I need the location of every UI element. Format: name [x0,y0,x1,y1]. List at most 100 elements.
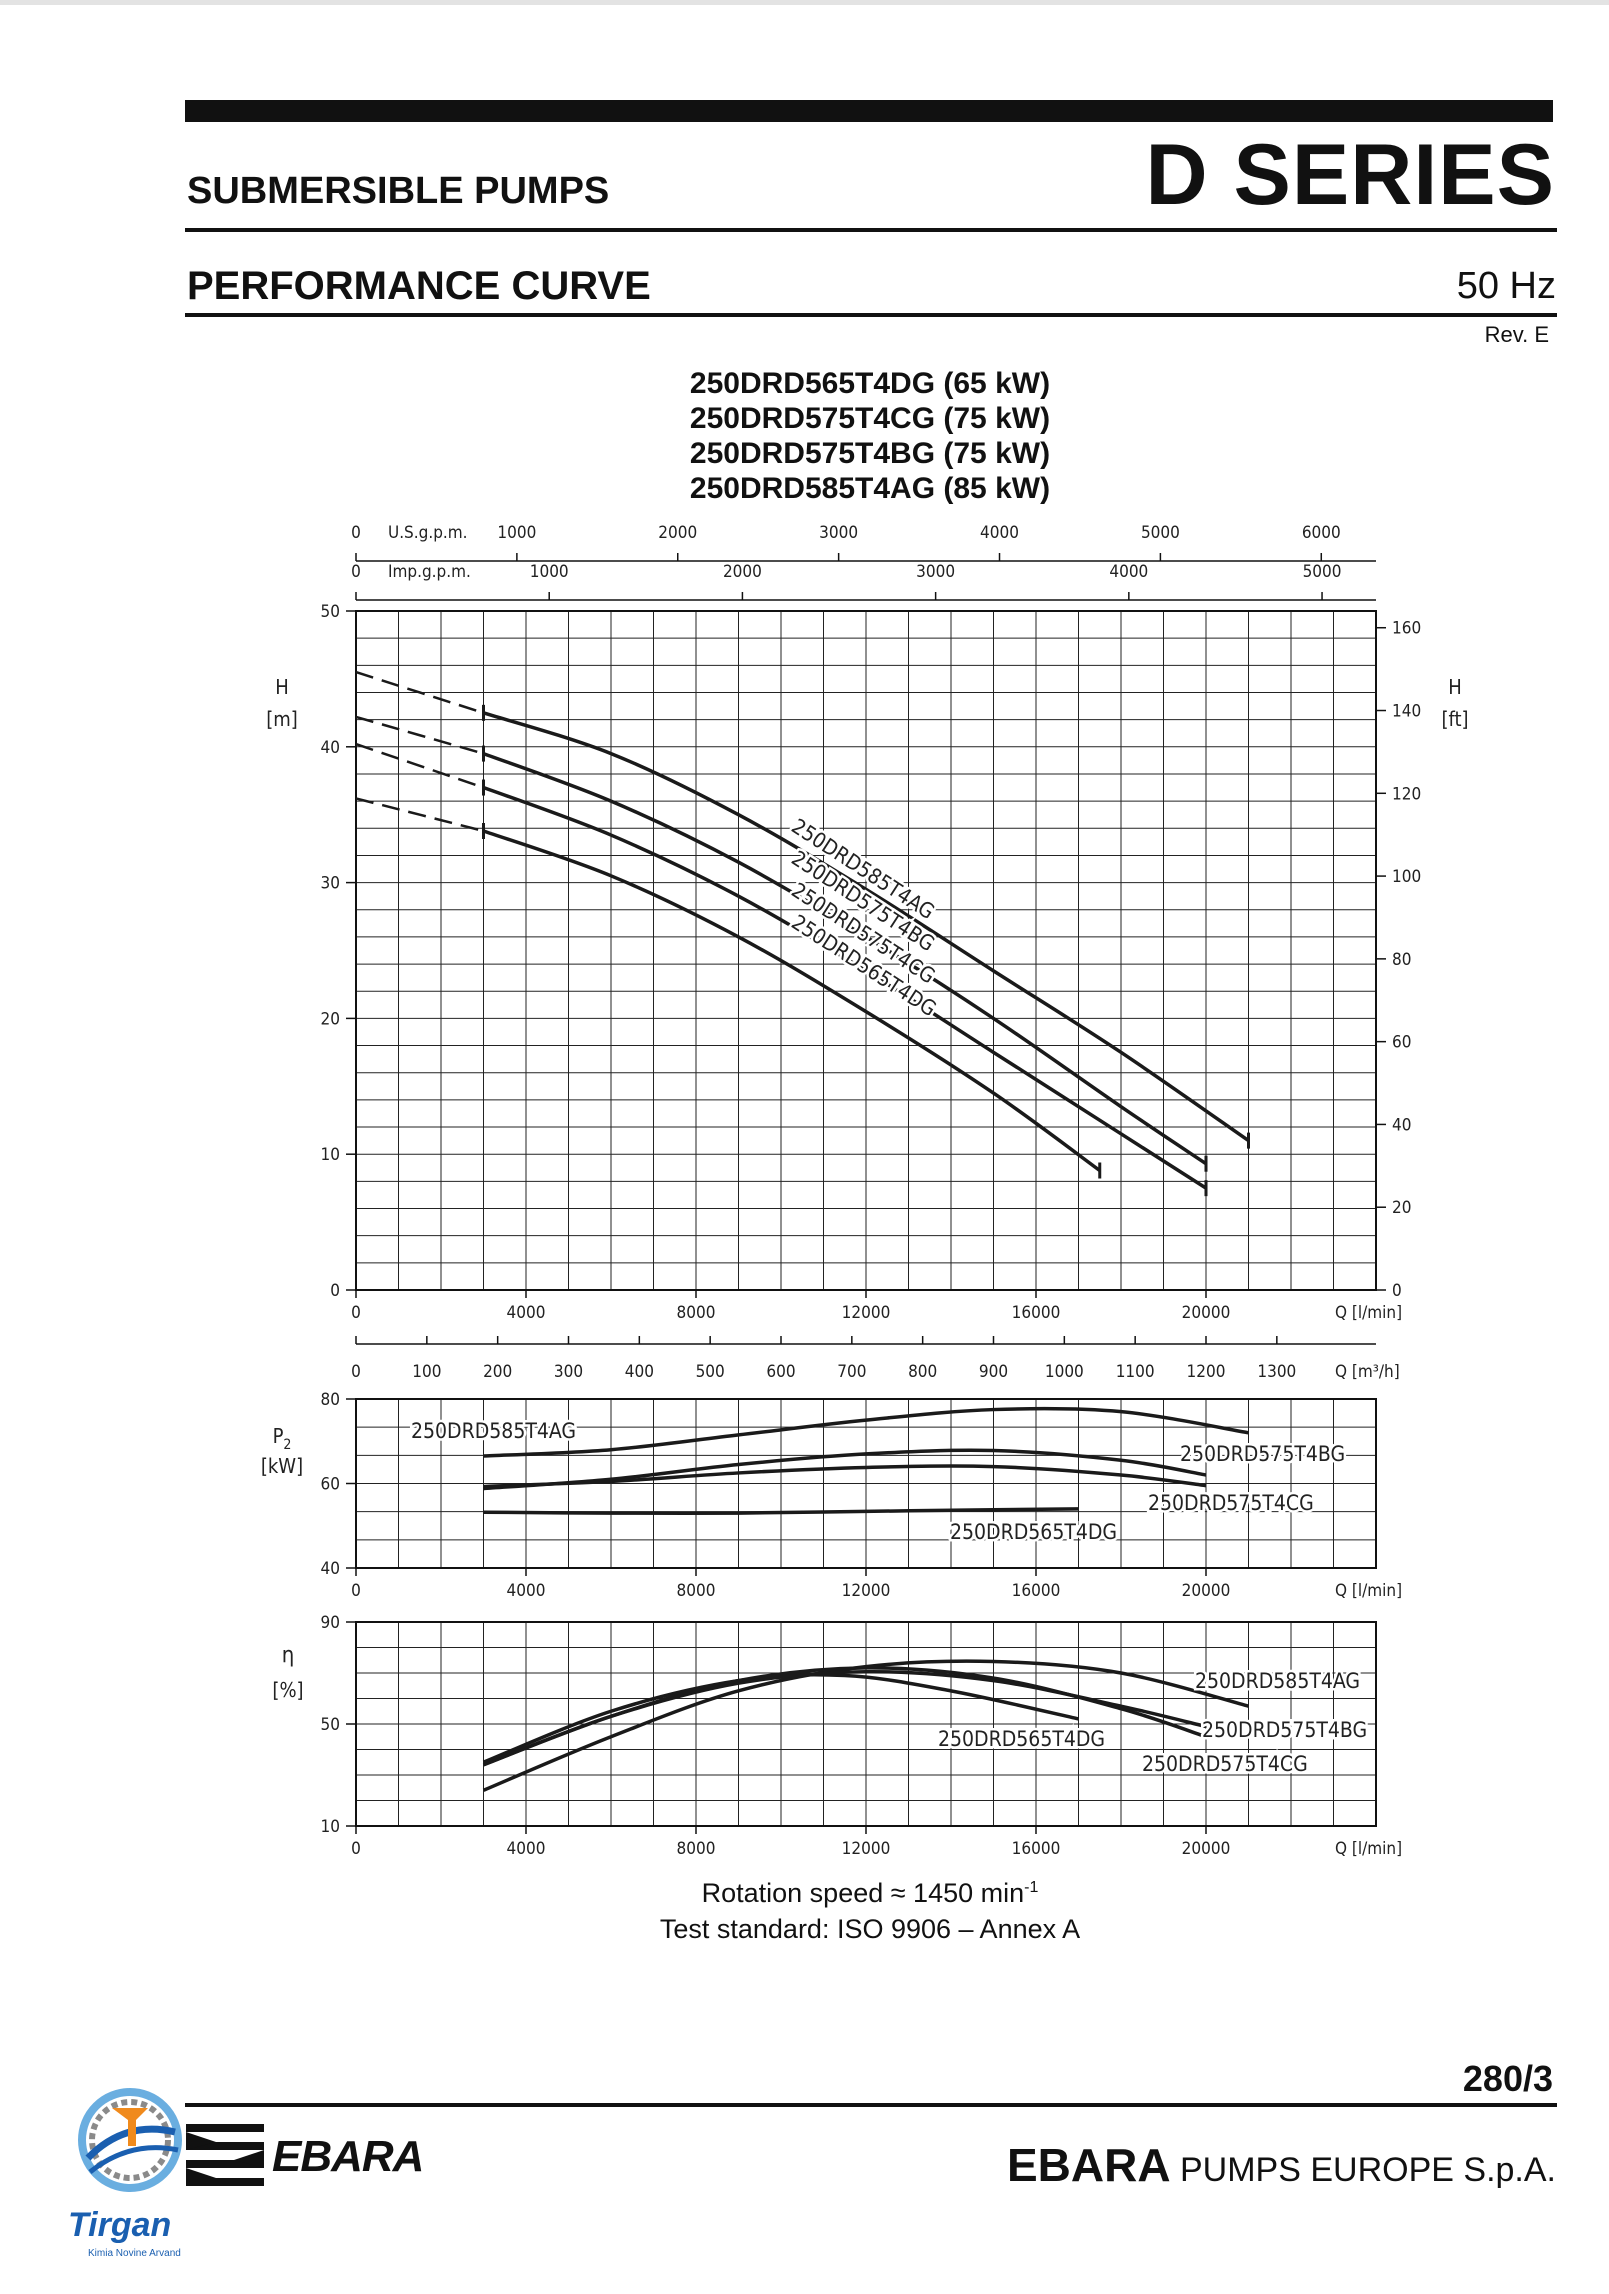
head-curve-dashed-250DRD565T4DG [355,797,484,833]
top-axis-tick-label: 5000 [1141,523,1180,543]
y-tick-label: 80 [321,1390,340,1410]
x-tick-label: 20000 [1182,1303,1231,1323]
y-right-tick-label: 140 [1392,702,1421,722]
x-tick-label: 4000 [507,1303,546,1323]
top-axis-tick-label: 0 [351,523,361,543]
y-tick-label: 90 [321,1613,340,1633]
top-axis-tick-label: 3000 [916,562,955,582]
top-axis-tick-label: 0 [351,562,361,582]
efficiency-curve-250DRD575T4CG [482,1666,1207,1767]
x-tick-label: 0 [351,1581,361,1601]
power-curve-250DRD565T4DG [483,1507,1079,1515]
frequency-label: 50 Hz [1456,265,1556,307]
model-title: 250DRD575T4BG (75 kW) [689,437,1051,470]
x-tick-label: 4000 [507,1581,546,1601]
y-right-axis-label: H [1448,675,1462,699]
top-axis-tick-label: 4000 [980,523,1019,543]
y-right-tick-label: 100 [1392,867,1421,887]
top-axis-tick-label: 100 [412,1362,441,1382]
y-axis-label: P2 [273,1424,292,1453]
y-tick-label: 40 [321,1559,340,1579]
x-tick-label: 8000 [677,1303,716,1323]
x-tick-label: 16000 [1012,1839,1061,1859]
power-curve-250DRD575T4CG [483,1464,1207,1489]
y-tick-label: 0 [330,1281,340,1301]
top-axis-tick-label: 800 [908,1362,937,1382]
power-series-label: 250DRD575T4BG [1180,1442,1345,1466]
top-axis-tick-label: 900 [979,1362,1008,1382]
divider [185,2103,1557,2107]
top-axis-label: Imp.g.p.m. [388,562,471,582]
y-tick-label: 50 [321,1715,340,1735]
top-axis-label: U.S.g.p.m. [388,523,468,543]
x-tick-label: 20000 [1182,1839,1231,1859]
rotation-text: Rotation speed ≈ 1450 min [701,1878,1025,1908]
y-right-tick-label: 0 [1392,1281,1402,1301]
top-axis-tick-label: 1000 [530,562,569,582]
top-axis-tick-label: 4000 [1109,562,1148,582]
model-title: 250DRD565T4DG (65 kW) [689,367,1051,400]
y-tick-label: 50 [321,602,340,622]
head-curve-250DRD575T4CG [482,785,1207,1190]
top-axis-tick-label: 6000 [1302,523,1341,543]
rotation-exponent: -1 [1024,1879,1039,1896]
top-axis-tick-label: 1200 [1187,1362,1226,1382]
efficiency-series-label: 250DRD575T4BG [1202,1718,1367,1742]
y-axis-label: η [282,1643,295,1668]
top-axis-tick-label: 1100 [1116,1362,1155,1382]
ebara-logo-text: EBARA [272,2132,424,2181]
y-tick-label: 10 [321,1817,340,1837]
y-right-tick-label: 80 [1392,950,1411,970]
top-axis-tick-label: 200 [483,1362,512,1382]
head-curve-250DRD585T4AG [482,711,1250,1143]
top-axis-tick-label: 300 [554,1362,583,1382]
header-bar [185,100,1553,122]
x-tick-label: 4000 [507,1839,546,1859]
top-border [0,0,1609,5]
head-curve-dashed-250DRD575T4CG [355,742,484,789]
x-tick-label: 0 [351,1303,361,1323]
footer-brand-bold: EBARA [1006,2139,1171,2191]
x-axis-label: Q [l/min] [1335,1839,1402,1859]
footer-brand-rest: PUMPS EUROPE S.p.A. [1180,2151,1556,2189]
page-number: 280/3 [1462,2058,1553,2099]
x-tick-label: 12000 [842,1839,891,1859]
top-axis-tick-label: 700 [837,1362,866,1382]
top-axis-tick-label: 500 [696,1362,725,1382]
power-curve-250DRD575T4BG [483,1448,1207,1491]
top-axis-label: Q [m³/h] [1335,1362,1400,1382]
y-axis-unit: [m] [266,707,298,731]
head-curve-250DRD575T4BG [482,751,1207,1166]
x-tick-label: 12000 [842,1581,891,1601]
y-tick-label: 20 [321,1009,340,1029]
top-axis-tick-label: 1000 [1045,1362,1084,1382]
x-tick-label: 20000 [1182,1581,1231,1601]
ebara-logo-icon [186,2124,264,2186]
standard-note: Test standard: ISO 9906 – Annex A [659,1914,1081,1944]
divider [185,228,1557,232]
x-tick-label: 8000 [677,1581,716,1601]
rotation-note: Rotation speed ≈ 1450 min-1 [0,1878,1609,1909]
revision-label: Rev. E [1484,322,1549,347]
tirgan-logo-icon [78,2088,182,2192]
y-right-tick-label: 120 [1392,784,1421,804]
y-right-axis-unit: [ft] [1441,707,1468,731]
x-tick-label: 16000 [1012,1581,1061,1601]
top-axis-tick-label: 1000 [497,523,536,543]
top-axis-tick-label: 400 [625,1362,654,1382]
x-axis-label: Q [l/min] [1335,1303,1402,1323]
power-curve-250DRD585T4AG [483,1406,1249,1458]
top-axis-tick-label: 1300 [1257,1362,1296,1382]
top-axis-tick-label: 5000 [1303,562,1342,582]
top-axis-tick-label: 600 [766,1362,795,1382]
power-series-label: 250DRD575T4CG [1148,1491,1314,1515]
x-axis-label: Q [l/min] [1335,1581,1402,1601]
head-curve-dashed-250DRD575T4BG [355,715,484,755]
y-tick-label: 60 [321,1475,340,1495]
model-title: 250DRD585T4AG (85 kW) [689,472,1051,505]
top-axis-tick-label: 2000 [723,562,762,582]
y-right-tick-label: 20 [1392,1198,1411,1218]
partner-logo-subtext: Kimia Novine Arvand [88,2248,181,2259]
x-tick-label: 12000 [842,1303,891,1323]
